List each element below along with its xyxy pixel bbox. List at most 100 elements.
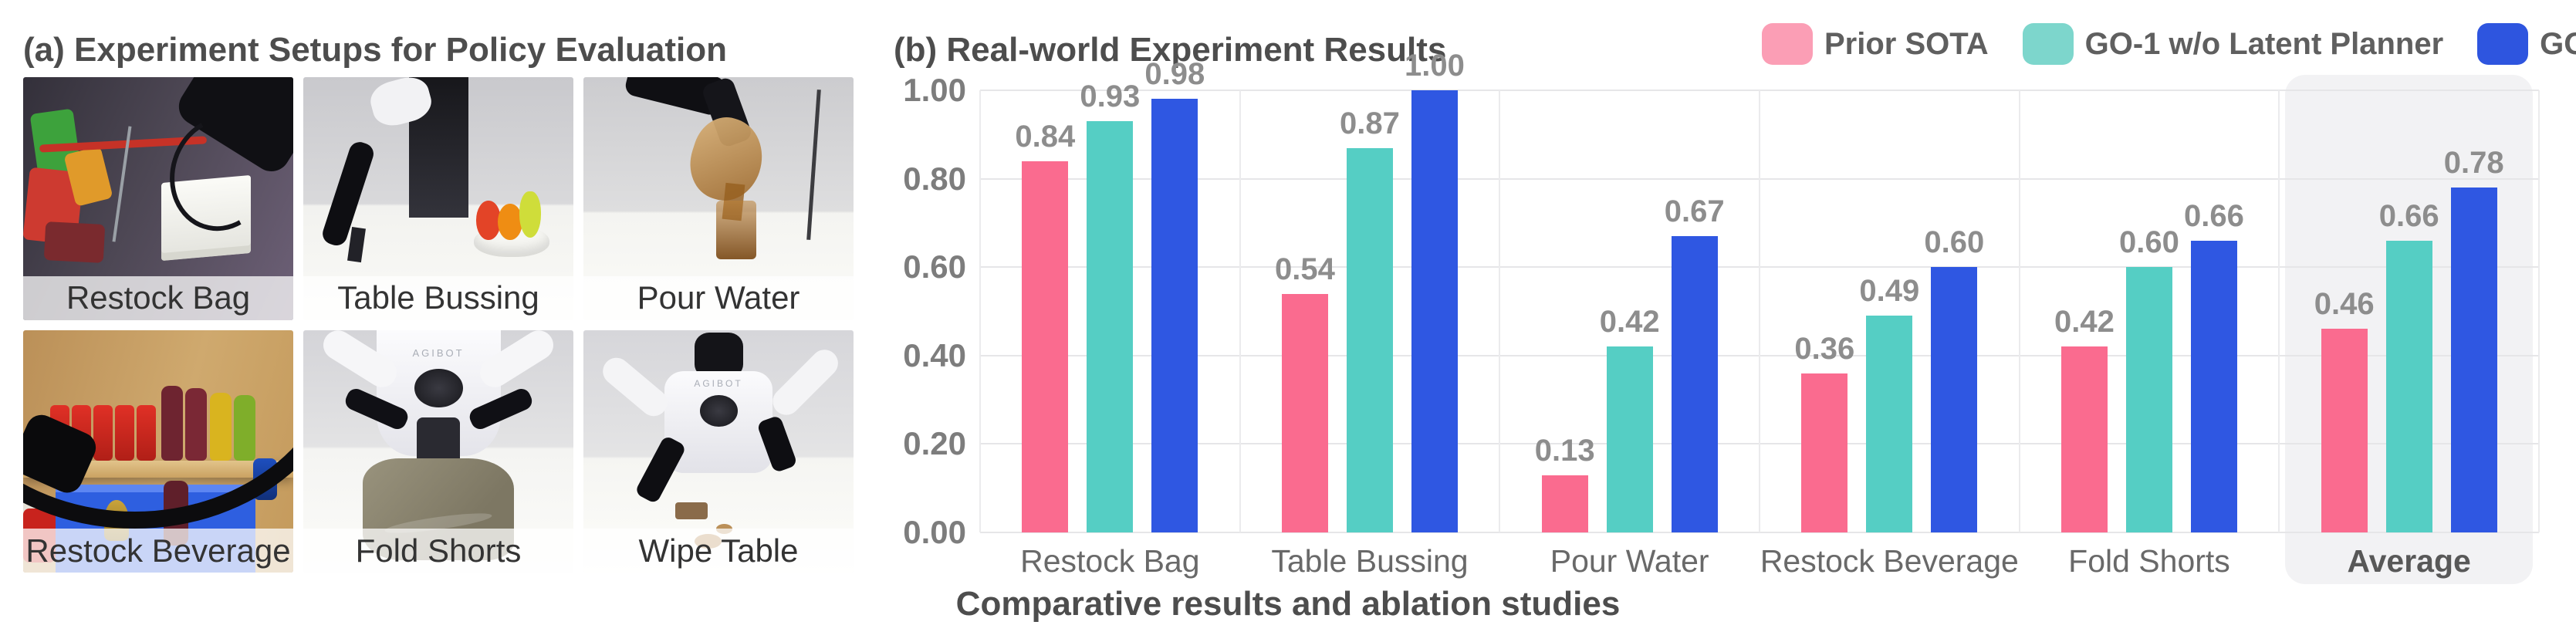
bar-group-pour-water: 0.13 0.42 0.67: [1499, 90, 1760, 532]
photo-wipe-table: AGIBOT Wipe Table: [583, 329, 854, 573]
bar-value-label: 0.78: [2443, 146, 2504, 181]
gridline-vertical: [2019, 90, 2020, 532]
photo-table-bussing: Table Bussing: [303, 77, 573, 320]
camera-pole: [806, 89, 821, 240]
gridline-vertical: [1759, 90, 1760, 532]
bar-prior-sota-restock-bag: 0.84: [1015, 120, 1075, 532]
bar-value-label: 1.00: [1405, 49, 1465, 83]
x-axis-labels: Restock Bag Table Bussing Pour Water Restoc…: [980, 543, 2539, 585]
sponge: [675, 502, 708, 519]
panel-a-title: (a) Experiment Setups for Policy Evaluat…: [23, 31, 727, 69]
legend-swatch: [1762, 23, 1813, 65]
x-category-label-pour-water: Pour Water: [1550, 543, 1709, 579]
bar-prior-sota-restock-beverage: 0.36: [1794, 332, 1854, 532]
figure-caption: Comparative results and ablation studies: [955, 585, 1621, 623]
x-category-label-restock-bag: Restock Bag: [1020, 543, 1200, 579]
bar-value-label: 0.36: [1794, 331, 1855, 366]
photo-label-fold-shorts: Fold Shorts: [303, 529, 573, 573]
legend-label: GO-1: [2540, 26, 2576, 61]
plot-area: 0.84 0.93 0.98 0.54 0.87 1.00 0.13 0.42 0.67 0.36…: [979, 49, 2540, 584]
legend-swatch: [2477, 23, 2529, 65]
bar-prior-sota-pour-water: 0.13: [1535, 434, 1595, 532]
bar-value-label: 0.67: [1664, 194, 1725, 229]
photo-label-wipe-table: Wipe Table: [583, 529, 854, 573]
legend-item-prior-sota: Prior SOTA: [1762, 23, 1989, 65]
gridline-vertical: [1499, 90, 1500, 532]
robot-arm: [319, 139, 377, 248]
bar-value-label: 0.87: [1340, 106, 1400, 140]
cup: [715, 201, 756, 259]
bar-value-label: 0.42: [1599, 305, 1660, 340]
bar-go-1-restock-beverage: 0.60: [1924, 225, 1984, 532]
robot-gripper: [347, 226, 365, 263]
x-category-label-restock-beverage: Restock Beverage: [1760, 543, 2019, 579]
y-tick-label: 0.20: [903, 425, 966, 462]
bar-prior-sota-average: 0.46: [2314, 287, 2375, 532]
y-tick-label: 0.40: [903, 336, 966, 373]
panel-b-title: (b) Real-world Experiment Results: [894, 31, 1447, 69]
bar-value-label: 0.60: [2119, 225, 2179, 260]
fruit-apple: [476, 201, 501, 240]
robot-head: [694, 332, 743, 379]
bar-value-label: 0.98: [1144, 57, 1205, 92]
bar-prior-sota-fold-shorts: 0.42: [2054, 305, 2115, 532]
x-category-label-fold-shorts: Fold Shorts: [2068, 543, 2230, 579]
photo-label-pour-water: Pour Water: [583, 275, 854, 320]
bar-go-1-pour-water: 0.67: [1665, 194, 1725, 532]
photo-label-restock-bag: Restock Bag: [23, 275, 293, 320]
photo-fold-shorts: AGIBOT Fold Shorts: [303, 329, 573, 573]
bar-value-label: 0.60: [1924, 225, 1985, 260]
legend-item-go1: GO-1: [2477, 23, 2576, 65]
bar-group-table-bussing: 0.54 0.87 1.00: [1240, 49, 1500, 532]
bar-value-label: 0.49: [1859, 274, 1920, 309]
y-tick-label: 0.60: [903, 248, 966, 286]
bar-group-restock-bag: 0.84 0.93 0.98: [980, 57, 1240, 532]
bar-go-1-w-o-latent-planner-fold-shorts: 0.60: [2119, 225, 2179, 532]
y-tick-label: 0.00: [903, 514, 966, 550]
photo-restock-beverage: Restock Beverage: [23, 329, 293, 573]
bar-group-fold-shorts: 0.42 0.60 0.66: [2020, 90, 2280, 532]
photo-grid: Restock Bag Table Bussing Pour Water: [23, 77, 854, 573]
snack-package: [43, 221, 106, 263]
bar-value-label: 0.93: [1080, 79, 1141, 114]
bar-group-restock-beverage: 0.36 0.49 0.60: [1760, 90, 2020, 532]
fruit-pear: [519, 191, 541, 238]
bar-go-1-w-o-latent-planner-pour-water: 0.42: [1600, 305, 1660, 532]
x-category-label-table-bussing: Table Bussing: [1271, 543, 1469, 579]
bar-prior-sota-table-bussing: 0.54: [1275, 252, 1335, 532]
gridline-vertical: [1239, 90, 1241, 532]
bar-value-label: 0.66: [2378, 198, 2439, 233]
y-tick-label: 1.00: [903, 72, 966, 108]
legend-item-go1-wo-latent-planner: GO-1 w/o Latent Planner: [2022, 23, 2444, 65]
robot-hip: [417, 417, 460, 466]
bar-go-1-w-o-latent-planner-restock-beverage: 0.49: [1859, 274, 1919, 532]
bar-value-label: 0.13: [1534, 433, 1595, 468]
bar-go-1-restock-bag: 0.98: [1144, 57, 1205, 532]
bar-value-label: 0.54: [1275, 252, 1335, 286]
bar-go-1-table-bussing: 1.00: [1405, 49, 1465, 532]
gridline-vertical: [979, 90, 981, 532]
robot-chest-panel: [414, 368, 463, 408]
gridline-horizontal: [980, 532, 2539, 533]
x-category-label-average: Average: [2347, 543, 2471, 579]
gridline-vertical: [2538, 90, 2540, 532]
y-tick-label: 0.80: [903, 160, 966, 197]
legend-label: GO-1 w/o Latent Planner: [2084, 26, 2444, 61]
bar-go-1-fold-shorts: 0.66: [2184, 199, 2244, 532]
chart-legend: Prior SOTA GO-1 w/o Latent Planner GO-1: [1762, 23, 2576, 65]
photo-label-restock-beverage: Restock Beverage: [23, 529, 293, 573]
photo-pour-water: Pour Water: [583, 77, 854, 320]
legend-label: Prior SOTA: [1824, 26, 1989, 61]
bar-value-label: 0.46: [2314, 287, 2375, 322]
bar-group-average: 0.46 0.66 0.78: [2279, 90, 2539, 532]
photo-restock-bag: Restock Bag: [23, 77, 293, 320]
bar-value-label: 0.84: [1015, 119, 1076, 154]
bar-value-label: 0.66: [2184, 198, 2244, 233]
photo-label-table-bussing: Table Bussing: [303, 275, 573, 320]
robot-brand-label: AGIBOT: [412, 346, 465, 359]
robot-brand-label: AGIBOT: [694, 378, 743, 390]
bar-go-1-average: 0.78: [2444, 146, 2504, 532]
bar-go-1-w-o-latent-planner-average: 0.66: [2379, 199, 2439, 532]
y-axis-labels: 0.00 0.20 0.40 0.60 0.80 1.00: [833, 72, 966, 550]
